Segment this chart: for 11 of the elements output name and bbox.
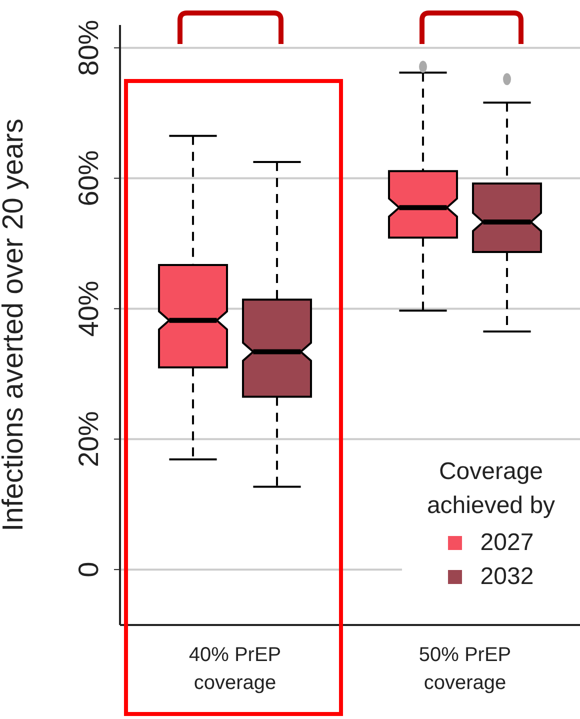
y-tick-label: 60% xyxy=(73,150,104,206)
legend-label: 2027 xyxy=(480,529,534,557)
x-tick-label: 40% PrEP coverage xyxy=(188,644,282,694)
legend-label: 2032 xyxy=(480,563,534,591)
y-tick-label: 80% xyxy=(73,20,104,76)
legend-title: Coverage achieved by xyxy=(426,457,556,521)
x-tick-label: 50% PrEP coverage xyxy=(418,644,512,694)
y-tick-label: 20% xyxy=(73,411,104,468)
y-tick-label: 0 xyxy=(73,562,104,578)
y-axis-title: Infections averted over 20 years xyxy=(0,118,30,532)
y-tick-label: 40% xyxy=(73,280,104,337)
